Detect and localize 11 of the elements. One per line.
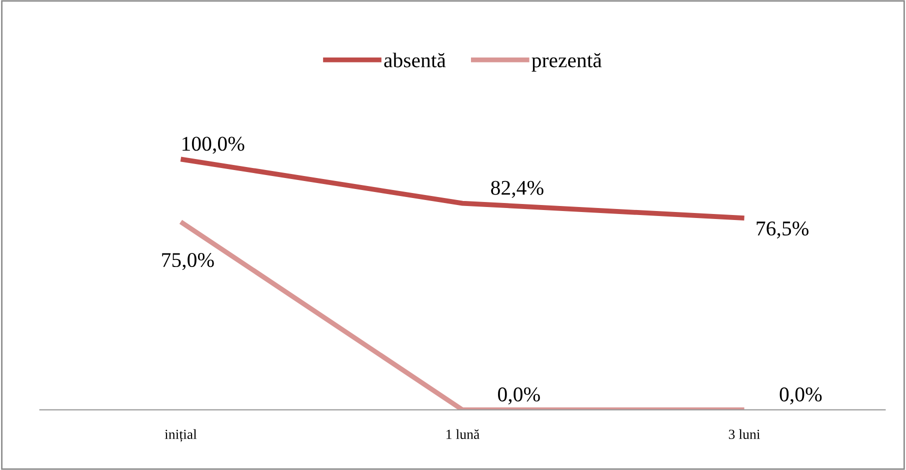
x-tick-label: 1 lună [446,429,480,440]
x-tick-label: inițial [164,429,197,442]
data-label: 76,5% [756,221,808,239]
legend-label: absentă [384,52,446,68]
data-label: 100,0% [182,136,244,154]
data-label: 75,0% [162,253,214,270]
legend-label: prezentă [532,52,602,72]
data-label: 0,0% [780,387,822,404]
data-label: 82,4% [491,180,544,198]
x-tick-label: 3 luni [728,429,760,440]
data-label: 0,0% [498,387,540,404]
